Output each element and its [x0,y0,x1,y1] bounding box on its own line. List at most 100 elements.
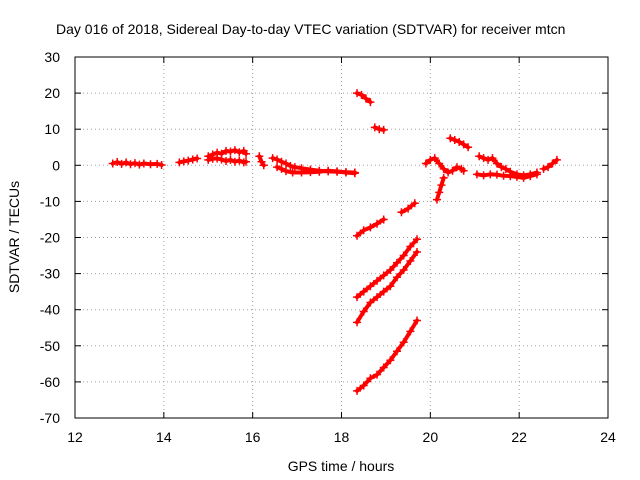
data-point [472,170,481,179]
data-point [353,293,362,302]
data-series-10 [475,152,541,180]
data-point [413,235,422,244]
data-point [242,157,251,166]
data-point [379,271,388,280]
y-tick-label: -50 [40,338,60,354]
data-series-18 [353,247,422,327]
data-point [175,158,184,167]
data-point [512,172,521,181]
x-tick-label: 14 [156,429,172,445]
data-point [435,159,444,168]
data-point [544,163,553,172]
data-point [452,163,461,172]
data-point [373,293,382,302]
data-point [435,188,444,197]
data-point [353,89,362,98]
data-series-16 [397,199,419,217]
data-point [379,125,388,134]
data-trace [355,237,419,300]
data-point [446,134,455,143]
data-point [226,147,235,156]
data-point [361,94,370,103]
data-point [406,256,415,265]
data-series-12 [539,155,561,173]
data-point [444,168,453,177]
data-point [426,155,435,164]
data-point [373,276,382,285]
y-tick-label: -40 [40,302,60,318]
data-point [226,155,235,164]
y-tick-label: -30 [40,266,60,282]
y-tick-label: 20 [44,85,60,101]
data-series-0 [108,158,166,169]
y-axis-label: SDTVAR / TECUs [6,181,22,293]
data-point [297,168,306,177]
data-point [290,163,299,172]
data-point [393,258,402,267]
data-point [488,154,497,163]
data-trace [435,175,446,202]
data-point [235,148,244,157]
data-point [359,226,368,235]
data-point [235,156,244,165]
data-point [492,159,501,168]
data-point [157,160,166,169]
data-series-6 [273,163,359,178]
data-point [373,219,382,228]
data-point [193,154,202,163]
data-point [548,159,557,168]
data-series-11 [472,170,541,182]
y-tick-label: -60 [40,374,60,390]
y-tick-label: 30 [44,49,60,65]
data-point [448,166,457,175]
data-trace [355,249,419,325]
data-point [532,170,541,179]
data-point [413,316,422,325]
data-point [117,159,126,168]
data-point [459,166,468,175]
data-point [230,146,239,155]
data-point [273,155,282,164]
data-trace [355,91,373,105]
x-tick-label: 18 [334,429,350,445]
data-point [333,167,342,176]
data-point [459,140,468,149]
data-point [135,160,144,169]
data-point [399,338,408,347]
data-point [413,247,422,256]
data-point [430,154,439,163]
data-point [315,167,324,176]
data-point [379,363,388,372]
data-point [501,164,510,173]
data-point [130,159,139,168]
grid-lines [75,57,608,418]
data-point [277,157,286,166]
y-tick-label: 10 [44,121,60,137]
data-point [379,287,388,296]
data-point [393,347,402,356]
data-point [421,159,430,168]
data-point [108,159,117,168]
data-point [126,160,135,169]
data-point [406,242,415,251]
data-trace [541,157,559,171]
data-point [386,282,395,291]
data-series-17 [353,235,422,302]
y-tick-label: -20 [40,230,60,246]
data-point [455,137,464,146]
data-point [324,166,333,175]
data-point [410,199,419,208]
chart-title: Day 016 of 2018, Sidereal Day-to-day VTE… [56,21,565,37]
data-point [353,231,362,240]
data-point [366,282,375,291]
data-series-1 [175,154,202,167]
data-point [359,381,368,390]
x-tick-labels: 12 14 16 18 20 22 24 [67,429,616,445]
data-series-19 [353,316,422,395]
data-point [439,173,448,182]
data-point [404,204,413,213]
x-tick-label: 16 [245,429,261,445]
data-point [464,143,473,152]
data-point [366,223,375,232]
data-point [222,156,231,165]
